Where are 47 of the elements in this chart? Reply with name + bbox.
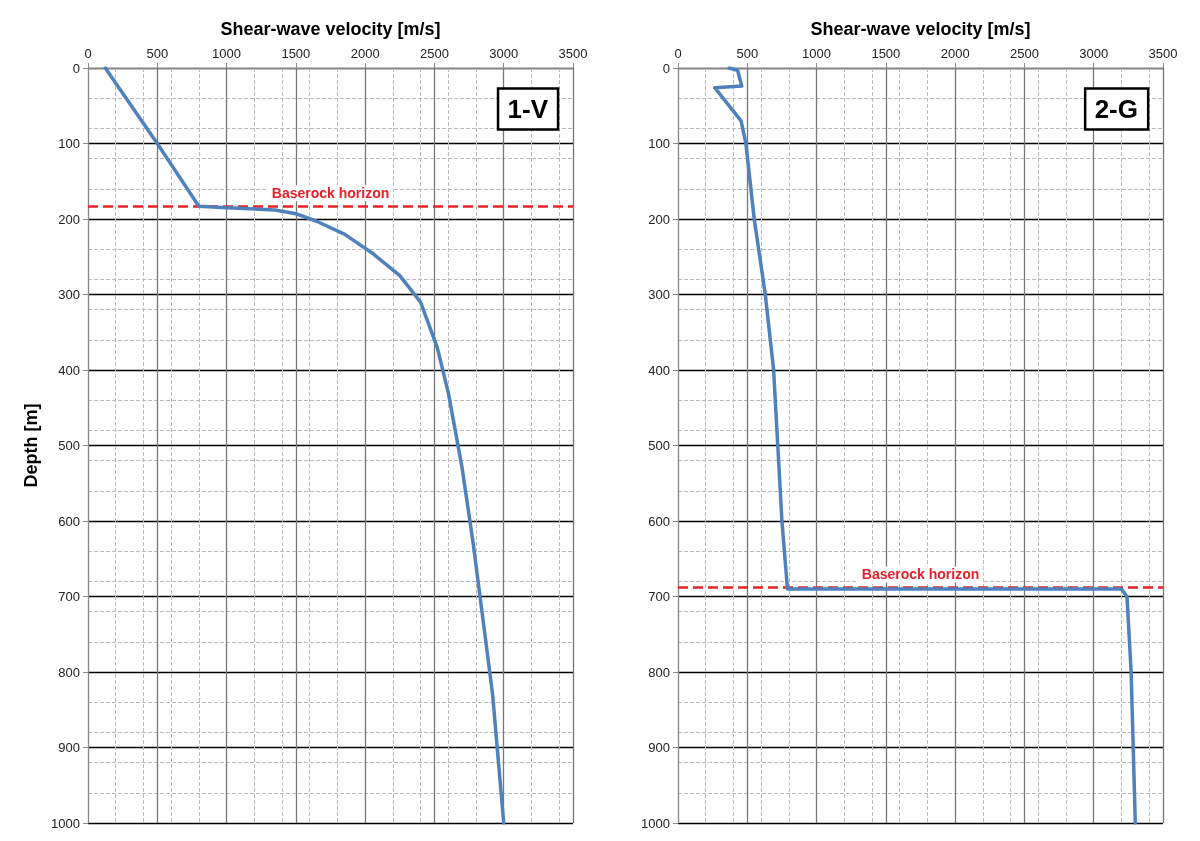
x-tick-label: 1000 [802,46,832,61]
y-tick-label: 300 [648,287,670,302]
y-tick-label: 700 [58,589,80,604]
x-tick-label: 2500 [1009,46,1039,61]
x-tick-label: 500 [736,46,759,61]
y-tick-label: 200 [58,211,80,227]
x-tick-label: 1500 [871,46,901,61]
y-tick-label: 800 [648,664,670,680]
y-tick-label: 300 [58,287,80,302]
text: 2-G [1094,94,1138,124]
ref-line-label: Baserock horizon [861,566,980,583]
x-tick-label: 2000 [940,46,970,61]
y-tick-label: 900 [58,740,80,755]
y-tick-label: 500 [58,438,80,453]
x-tick-label: 500 [146,46,169,61]
x-tick-label: 2000 [350,46,380,61]
x-tick-label: 0 [674,46,682,61]
x-tick-label: 1500 [281,46,311,61]
x-tick-label: 3500 [1148,46,1178,61]
y-tick-label: 600 [58,513,80,529]
y-tick-label: 100 [648,136,670,151]
x-tick-label: 0 [84,46,92,61]
y-tick-label: 0 [662,60,670,76]
y-tick-label: 400 [58,362,80,378]
x-tick-label: 1000 [212,46,242,61]
y-tick-label: 400 [648,362,670,378]
x-tick-label: 2500 [419,46,449,61]
ref-line-label: Baserock horizon [271,185,390,202]
x-tick-label: 3500 [558,46,588,61]
line-series [712,66,1138,825]
y-tick-label: 1000 [641,815,670,831]
y-tick-label: 1000 [51,815,80,831]
y-tick-label: 800 [58,664,80,680]
line-series [103,66,506,825]
y-tick-label: 600 [648,513,670,529]
y-tick-label: 0 [72,60,80,76]
x-axis-title: Shear-wave velocity [m/s] [810,19,1031,39]
x-axis-title: Shear-wave velocity [m/s] [220,19,441,39]
x-tick-label: 3000 [489,46,519,61]
y-tick-label: 900 [648,740,670,755]
text: 1-V [507,94,549,124]
y-tick-label: 700 [648,589,670,604]
y-axis-title: Depth [m] [21,403,42,488]
y-tick-label: 100 [58,136,80,151]
y-tick-label: 200 [648,211,670,227]
y-tick-label: 500 [648,438,670,453]
x-tick-label: 3000 [1079,46,1109,61]
